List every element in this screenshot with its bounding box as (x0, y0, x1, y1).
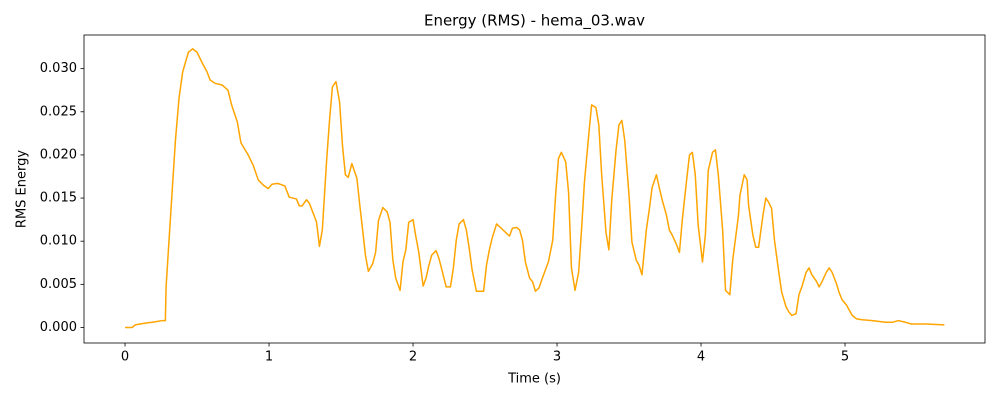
plot-frame (83, 34, 986, 344)
x-tick-label: 4 (697, 350, 705, 365)
y-tick-label: 0.030 (40, 61, 77, 76)
x-tick-label: 1 (265, 350, 273, 365)
y-tick-label: 0.015 (40, 191, 77, 206)
x-tick-label: 3 (553, 350, 561, 365)
chart-title: Energy (RMS) - hema_03.wav (424, 12, 645, 31)
y-tick-label: 0.005 (40, 277, 77, 292)
y-tick-label: 0.000 (40, 320, 77, 335)
y-axis-label: RMS Energy (15, 150, 30, 228)
x-tick-label: 0 (121, 350, 129, 365)
data-line (125, 48, 945, 329)
y-tick-label: 0.010 (40, 234, 77, 249)
x-axis-label: Time (s) (507, 372, 561, 387)
y-tick-label: 0.025 (40, 104, 77, 119)
y-tick-label: 0.020 (40, 147, 77, 162)
x-tick-label: 5 (841, 350, 849, 365)
x-tick-label: 2 (409, 350, 417, 365)
